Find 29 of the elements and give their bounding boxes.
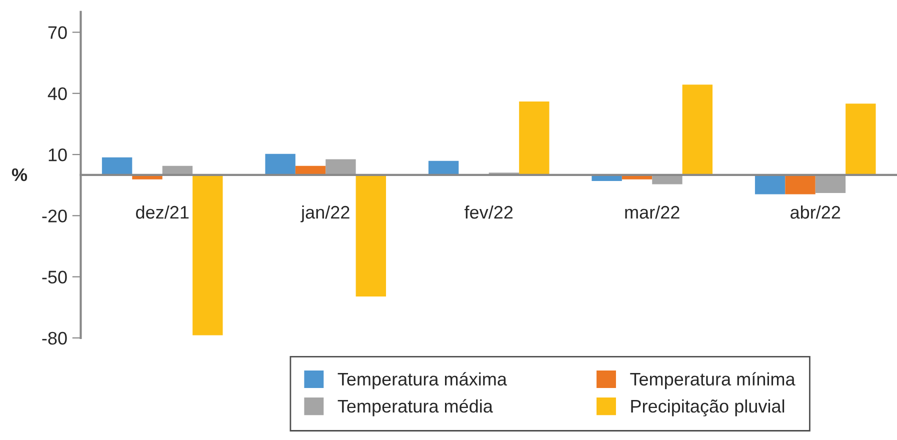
bar xyxy=(846,104,876,175)
y-tick-label: -80 xyxy=(42,332,67,345)
legend-label: Temperatura média xyxy=(338,399,493,416)
y-tick-label: -20 xyxy=(42,210,67,222)
y-axis-title: % xyxy=(12,168,28,182)
bar xyxy=(652,174,682,184)
bar xyxy=(326,159,356,175)
legend-label: Temperatura máxima xyxy=(338,372,507,390)
bar xyxy=(102,157,132,175)
bar xyxy=(682,84,713,175)
legend-label: Temperatura mínima xyxy=(630,372,796,390)
x-tick-label: dez/21 xyxy=(136,205,189,219)
bar xyxy=(754,174,786,194)
bar xyxy=(815,174,846,194)
y-tick-label: -50 xyxy=(42,270,67,284)
y-tick-label: 40 xyxy=(48,87,67,100)
x-tick-label: jan/22 xyxy=(300,205,350,222)
bar xyxy=(519,102,550,175)
x-tick-label: fev/22 xyxy=(464,205,513,219)
y-tick-label: 10 xyxy=(48,148,67,162)
legend-label: Precipitação pluvial xyxy=(631,399,784,416)
y-tick-label: 70 xyxy=(48,26,67,39)
x-tick-label: abr/22 xyxy=(790,205,840,219)
bar xyxy=(428,160,459,175)
bar xyxy=(356,174,386,297)
bar xyxy=(265,154,296,175)
bar xyxy=(192,174,223,336)
bar xyxy=(785,174,816,194)
x-tick-label: mar/22 xyxy=(625,205,680,219)
